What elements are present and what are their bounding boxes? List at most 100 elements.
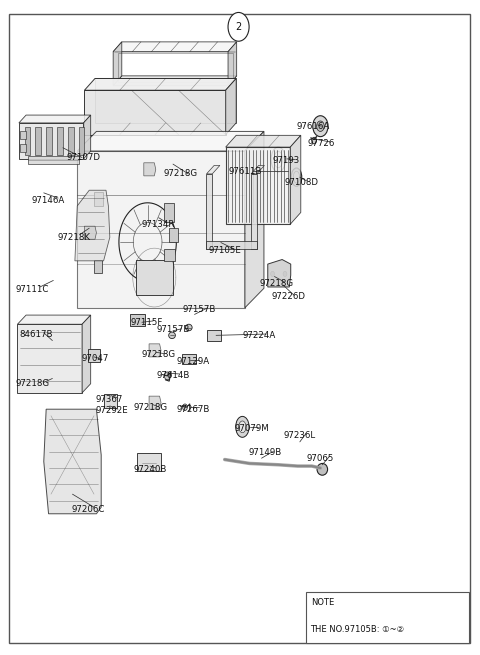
Bar (104, 394, 117, 408)
Bar (57, 127, 63, 155)
Polygon shape (113, 76, 237, 86)
Text: 97105E: 97105E (209, 246, 242, 255)
Ellipse shape (185, 324, 192, 331)
Polygon shape (77, 132, 264, 151)
Text: 97292E: 97292E (96, 406, 128, 415)
Text: 97108D: 97108D (285, 178, 319, 187)
Polygon shape (206, 166, 220, 174)
Text: NOTE: NOTE (311, 598, 334, 607)
Polygon shape (206, 174, 212, 249)
Bar (181, 354, 196, 364)
Polygon shape (149, 344, 161, 357)
Text: 97267B: 97267B (177, 405, 210, 414)
Text: 97149B: 97149B (249, 449, 282, 457)
Text: 97157B: 97157B (182, 305, 216, 314)
Ellipse shape (293, 172, 300, 183)
Text: 97079M: 97079M (234, 424, 269, 434)
Polygon shape (226, 147, 290, 224)
Bar (164, 203, 174, 221)
Bar (24, 127, 30, 155)
Bar (306, 592, 469, 643)
Polygon shape (245, 132, 264, 308)
Text: 97224A: 97224A (242, 331, 276, 340)
Polygon shape (19, 115, 91, 123)
Bar (207, 330, 221, 341)
Text: 97218G: 97218G (15, 379, 49, 388)
Text: 97193: 97193 (273, 157, 300, 165)
Polygon shape (17, 315, 91, 324)
Bar (79, 127, 84, 155)
Text: 97218G: 97218G (142, 350, 176, 360)
Text: 97240B: 97240B (134, 465, 167, 474)
Polygon shape (77, 151, 245, 308)
Circle shape (283, 271, 287, 276)
Ellipse shape (274, 151, 283, 168)
Text: 97218G: 97218G (133, 403, 168, 412)
Ellipse shape (239, 421, 246, 433)
Bar (164, 249, 175, 261)
Ellipse shape (291, 168, 302, 186)
Text: 97611B: 97611B (228, 168, 262, 176)
Text: 2: 2 (235, 22, 242, 32)
Circle shape (164, 372, 170, 380)
Bar (136, 260, 173, 295)
Text: 84617B: 84617B (19, 329, 52, 339)
Text: 97726: 97726 (307, 139, 335, 147)
Bar (68, 127, 73, 155)
Polygon shape (228, 42, 237, 86)
Text: 97129A: 97129A (177, 357, 210, 366)
Polygon shape (113, 42, 122, 86)
Bar (94, 191, 103, 206)
Bar (46, 127, 52, 155)
Text: 97218K: 97218K (57, 233, 90, 242)
Bar (88, 349, 100, 362)
Bar (20, 145, 25, 153)
Circle shape (271, 271, 275, 276)
Text: 97115F: 97115F (131, 318, 163, 327)
Polygon shape (149, 396, 161, 409)
Bar (94, 260, 102, 273)
Polygon shape (19, 123, 84, 159)
Polygon shape (17, 324, 82, 393)
Text: 97107D: 97107D (67, 153, 101, 162)
Polygon shape (84, 115, 91, 159)
Bar (169, 228, 178, 242)
Polygon shape (251, 174, 257, 249)
Polygon shape (95, 79, 236, 123)
Polygon shape (251, 166, 264, 174)
Polygon shape (268, 259, 291, 287)
Text: 97218G: 97218G (163, 170, 198, 178)
Polygon shape (44, 409, 101, 514)
Text: 97047: 97047 (81, 354, 108, 364)
Bar (137, 453, 161, 472)
Circle shape (182, 404, 187, 411)
Text: THE NO.97105B: ①~②: THE NO.97105B: ①~② (310, 625, 404, 634)
Text: 97218G: 97218G (259, 278, 293, 288)
Ellipse shape (317, 464, 327, 476)
Ellipse shape (168, 332, 175, 339)
Ellipse shape (271, 147, 286, 172)
Polygon shape (84, 226, 96, 239)
Text: 97367: 97367 (96, 395, 123, 404)
Ellipse shape (236, 417, 249, 438)
Polygon shape (84, 79, 236, 90)
Circle shape (317, 121, 324, 132)
Polygon shape (84, 90, 226, 135)
Text: 97065: 97065 (306, 454, 334, 462)
Polygon shape (226, 136, 301, 147)
Bar (130, 314, 145, 326)
Text: 97614B: 97614B (156, 371, 190, 380)
Polygon shape (28, 157, 79, 164)
Circle shape (228, 12, 249, 41)
Circle shape (313, 116, 328, 137)
Text: 97226D: 97226D (271, 291, 305, 301)
Polygon shape (206, 241, 257, 249)
Bar (36, 127, 41, 155)
Text: 97134R: 97134R (142, 219, 175, 229)
Bar (20, 132, 25, 140)
Text: 97236L: 97236L (283, 431, 315, 440)
Text: 97157B: 97157B (156, 325, 190, 334)
Polygon shape (226, 79, 236, 135)
Text: 97206C: 97206C (72, 505, 105, 514)
Text: 97146A: 97146A (32, 196, 65, 204)
